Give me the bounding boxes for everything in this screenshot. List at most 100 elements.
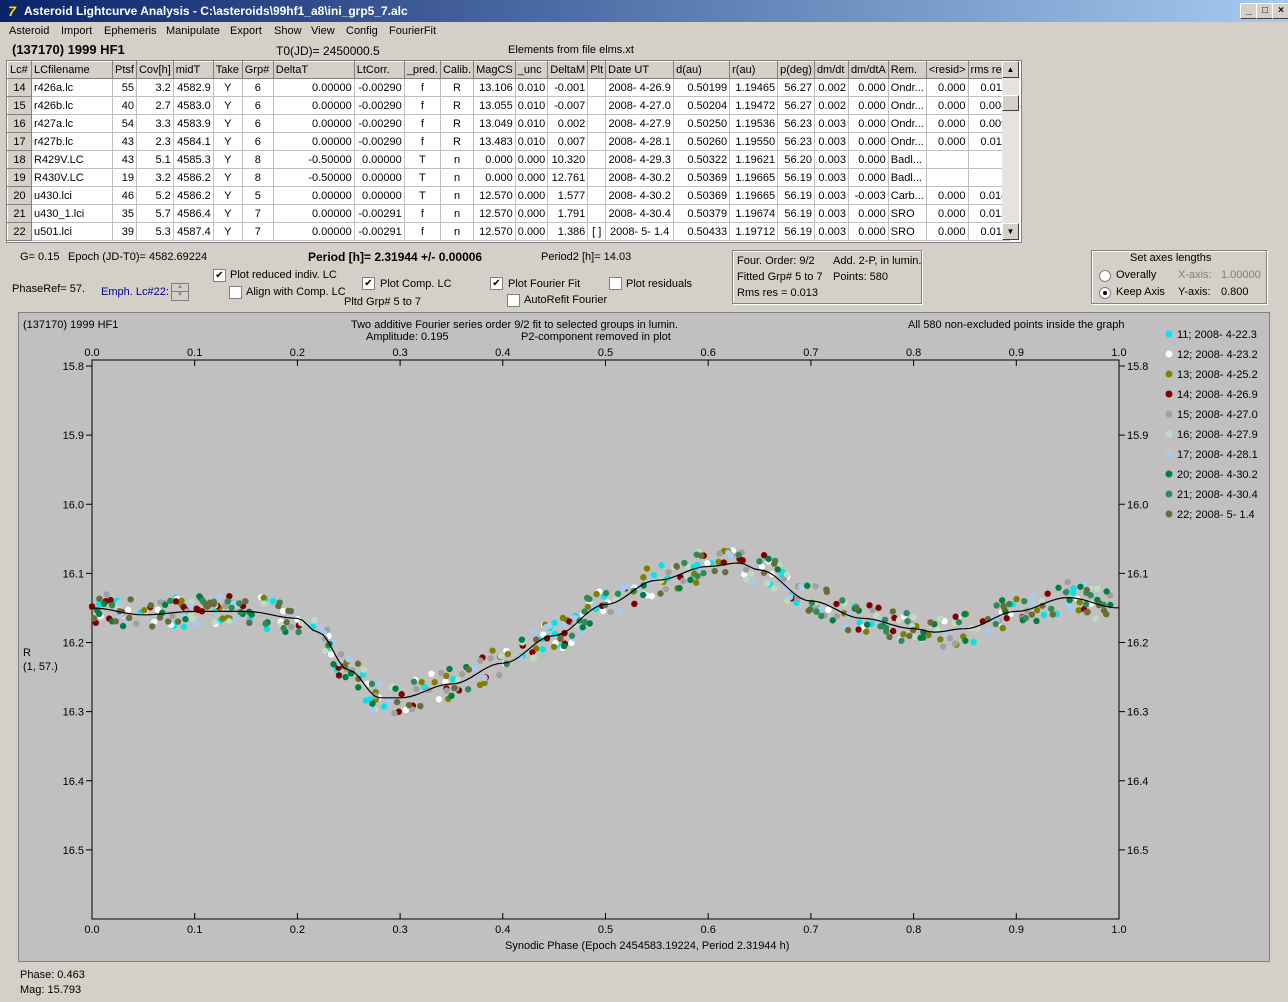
column-header[interactable]: Ptsf xyxy=(112,61,137,79)
table-cell[interactable]: 0.002 xyxy=(814,96,849,115)
table-cell[interactable]: 0.000 xyxy=(848,78,889,97)
row-header[interactable]: 14 xyxy=(7,78,32,97)
table-row[interactable]: 21 u430_1.lci 35 5.7 4586.4 Y 7 0.00000 -0.00291… xyxy=(7,204,1011,223)
plot-reduced-checkbox[interactable]: ✔ xyxy=(213,269,226,282)
app-logo-icon[interactable]: 7 xyxy=(8,3,16,19)
table-cell[interactable]: 8 xyxy=(242,168,274,187)
table-cell[interactable]: 0.000 xyxy=(848,96,889,115)
table-cell[interactable]: 56.20 xyxy=(777,150,815,169)
table-cell[interactable]: -0.007 xyxy=(547,96,589,115)
table-cell[interactable]: 0.00000 xyxy=(273,132,355,151)
table-cell[interactable]: Ondr... xyxy=(888,78,927,97)
table-cell[interactable]: -0.00291 xyxy=(354,222,405,241)
menu-export[interactable]: Export xyxy=(230,25,262,37)
table-cell[interactable]: 0.50379 xyxy=(673,204,731,223)
table-cell[interactable]: 0.000 xyxy=(848,204,889,223)
table-scrollbar[interactable]: ▲ ▼ xyxy=(1002,61,1019,240)
table-cell[interactable]: 0.000 xyxy=(926,96,969,115)
table-cell[interactable]: Badl... xyxy=(888,168,927,187)
xaxis-value[interactable]: 1.00000 xyxy=(1221,269,1261,281)
plot-residuals-checkbox[interactable] xyxy=(609,277,622,290)
table-cell[interactable]: Y xyxy=(213,204,243,223)
row-header[interactable]: 22 xyxy=(7,222,32,241)
menu-view[interactable]: View xyxy=(311,25,335,37)
table-cell[interactable]: Carb... xyxy=(888,186,927,205)
table-cell[interactable]: 0.010 xyxy=(515,96,549,115)
table-cell[interactable]: 0.000 xyxy=(515,186,549,205)
column-header[interactable]: Grp# xyxy=(241,61,274,79)
table-cell[interactable]: -0.003 xyxy=(848,186,889,205)
table-cell[interactable]: 0.50204 xyxy=(673,96,731,115)
table-cell[interactable]: 6 xyxy=(242,78,274,97)
table-cell[interactable]: 2.3 xyxy=(136,132,174,151)
table-cell[interactable]: 12.570 xyxy=(473,222,516,241)
table-cell[interactable]: 7 xyxy=(242,222,274,241)
table-cell[interactable]: 0.000 xyxy=(848,150,889,169)
table-cell[interactable]: 0.010 xyxy=(515,78,549,97)
table-row[interactable]: 16 r427a.lc 54 3.3 4583.9 Y 6 0.00000 -0.00290 f R… xyxy=(7,114,1011,133)
scroll-down-icon[interactable]: ▼ xyxy=(1002,223,1019,240)
table-cell[interactable]: 0.003 xyxy=(814,222,849,241)
table-cell[interactable]: R xyxy=(440,132,475,151)
table-cell[interactable]: 1.19712 xyxy=(729,222,779,241)
table-cell[interactable]: n xyxy=(440,204,475,223)
table-cell[interactable] xyxy=(926,168,969,187)
table-cell[interactable]: 19 xyxy=(112,168,137,187)
table-cell[interactable]: Y xyxy=(213,96,243,115)
table-cell[interactable]: 4586.2 xyxy=(173,186,214,205)
table-cell[interactable]: -0.00290 xyxy=(354,132,405,151)
table-cell[interactable]: 0.000 xyxy=(848,132,889,151)
table-cell[interactable]: 0.00000 xyxy=(354,150,405,169)
table-cell[interactable] xyxy=(587,114,607,133)
table-cell[interactable]: 2008- 4-27.0 xyxy=(605,96,675,115)
table-cell[interactable]: 5.1 xyxy=(136,150,174,169)
row-header[interactable]: 17 xyxy=(7,132,32,151)
menu-asteroid[interactable]: Asteroid xyxy=(9,25,50,37)
autorefit-checkbox[interactable] xyxy=(507,294,520,307)
table-cell[interactable]: n xyxy=(440,150,475,169)
table-cell[interactable]: Ondr... xyxy=(888,96,927,115)
table-cell[interactable]: 0.000 xyxy=(473,168,516,187)
table-cell[interactable]: T xyxy=(404,168,441,187)
table-cell[interactable]: 0.50369 xyxy=(673,168,731,187)
table-row[interactable]: 22 u501.lci 39 5.3 4587.4 Y 7 0.00000 -0.00291 f n… xyxy=(7,222,1011,241)
menu-show[interactable]: Show xyxy=(274,25,302,37)
column-header[interactable]: midT xyxy=(172,61,214,79)
table-cell[interactable] xyxy=(587,150,607,169)
table-cell[interactable]: 0.00000 xyxy=(273,78,355,97)
table-cell[interactable]: 0.000 xyxy=(515,222,549,241)
table-cell[interactable]: -0.00290 xyxy=(354,114,405,133)
column-header[interactable]: DeltaM xyxy=(547,61,589,79)
table-cell[interactable] xyxy=(587,132,607,151)
table-cell[interactable]: R xyxy=(440,96,475,115)
table-cell[interactable]: SRO xyxy=(888,204,927,223)
yaxis-value[interactable]: 0.800 xyxy=(1221,286,1249,298)
table-cell[interactable]: 0.000 xyxy=(926,114,969,133)
column-header[interactable]: Calib. xyxy=(439,61,475,79)
table-cell[interactable]: 40 xyxy=(112,96,137,115)
menu-config[interactable]: Config xyxy=(346,25,378,37)
table-cell[interactable]: 0.002 xyxy=(814,78,849,97)
table-cell[interactable]: 1.19674 xyxy=(729,204,779,223)
table-cell[interactable]: 2008- 4-28.1 xyxy=(605,132,675,151)
table-row[interactable]: 14 r426a.lc 55 3.2 4582.9 Y 6 0.00000 -0.00290 f R… xyxy=(7,78,1011,97)
column-header[interactable]: LCfilename xyxy=(31,61,113,79)
keep-axis-radio[interactable] xyxy=(1099,287,1111,299)
table-cell[interactable]: 0.000 xyxy=(848,168,889,187)
lightcurve-plot[interactable]: 0.0 0.0 0.1 0.1 0.2 0.2 0.3 0.3 0.4 0.4 0.5 0.5 0.6 0… xyxy=(18,312,1270,962)
table-cell[interactable]: 1.19472 xyxy=(729,96,779,115)
table-cell[interactable]: f xyxy=(404,132,441,151)
row-header[interactable]: 16 xyxy=(7,114,32,133)
table-cell[interactable]: f xyxy=(404,114,441,133)
table-cell[interactable]: 56.23 xyxy=(777,132,815,151)
table-cell[interactable]: 0.50433 xyxy=(673,222,731,241)
table-cell[interactable]: 0.003 xyxy=(814,132,849,151)
table-cell[interactable]: 0.50260 xyxy=(673,132,731,151)
table-cell[interactable]: 0.00000 xyxy=(273,204,355,223)
table-cell[interactable]: 0.50250 xyxy=(673,114,731,133)
table-cell[interactable]: 0.00000 xyxy=(273,96,355,115)
table-cell[interactable]: -0.50000 xyxy=(273,168,355,187)
table-cell[interactable]: 0.00000 xyxy=(354,168,405,187)
table-cell[interactable]: 0.007 xyxy=(547,132,589,151)
table-cell[interactable]: 0.010 xyxy=(515,114,549,133)
